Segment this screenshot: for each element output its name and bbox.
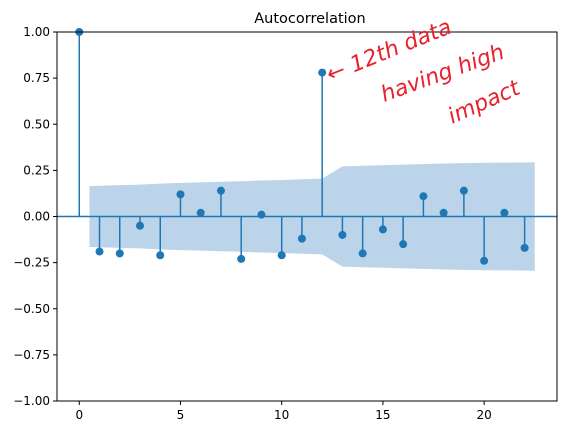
marker-lag-22 bbox=[520, 243, 529, 252]
marker-lag-7 bbox=[216, 186, 225, 195]
marker-lag-4 bbox=[156, 251, 165, 260]
x-tick-label: 15 bbox=[375, 408, 390, 422]
marker-lag-16 bbox=[399, 240, 408, 249]
y-tick-label: 0.50 bbox=[23, 117, 50, 131]
y-tick-label: 1.00 bbox=[23, 25, 50, 39]
x-tick-label: 5 bbox=[177, 408, 185, 422]
marker-lag-15 bbox=[378, 225, 387, 234]
marker-lag-19 bbox=[459, 186, 468, 195]
x-tick-label: 10 bbox=[274, 408, 289, 422]
y-tick-label: −0.25 bbox=[13, 256, 50, 270]
marker-lag-5 bbox=[176, 190, 185, 199]
y-tick-label: −0.50 bbox=[13, 302, 50, 316]
marker-lag-11 bbox=[297, 234, 306, 243]
y-tick-label: 0.00 bbox=[23, 210, 50, 224]
marker-lag-18 bbox=[439, 208, 448, 217]
y-tick-label: −1.00 bbox=[13, 394, 50, 408]
x-tick-label: 0 bbox=[75, 408, 83, 422]
marker-lag-13 bbox=[338, 230, 347, 239]
y-tick-label: 0.25 bbox=[23, 163, 50, 177]
marker-lag-12 bbox=[318, 68, 327, 77]
marker-lag-9 bbox=[257, 210, 266, 219]
annotation-line: impact bbox=[444, 75, 525, 129]
marker-lag-14 bbox=[358, 249, 367, 258]
marker-lag-8 bbox=[237, 254, 246, 263]
marker-lag-17 bbox=[419, 192, 428, 201]
marker-lag-2 bbox=[115, 249, 124, 258]
marker-lag-1 bbox=[95, 247, 104, 256]
marker-lag-3 bbox=[135, 221, 144, 230]
stems-layer bbox=[57, 28, 557, 265]
y-tick-label: −0.75 bbox=[13, 348, 50, 362]
x-tick-label: 20 bbox=[476, 408, 491, 422]
chart-title: Autocorrelation bbox=[254, 11, 365, 27]
marker-lag-20 bbox=[480, 256, 489, 265]
marker-lag-10 bbox=[277, 251, 286, 260]
axes-layer: −1.00 −0.75 −0.50 −0.25 0.00 0.25 0.50 0.75 1.00… bbox=[13, 25, 558, 422]
marker-lag-6 bbox=[196, 208, 205, 217]
y-tick-label: 0.75 bbox=[23, 71, 50, 85]
marker-lag-21 bbox=[500, 208, 509, 217]
